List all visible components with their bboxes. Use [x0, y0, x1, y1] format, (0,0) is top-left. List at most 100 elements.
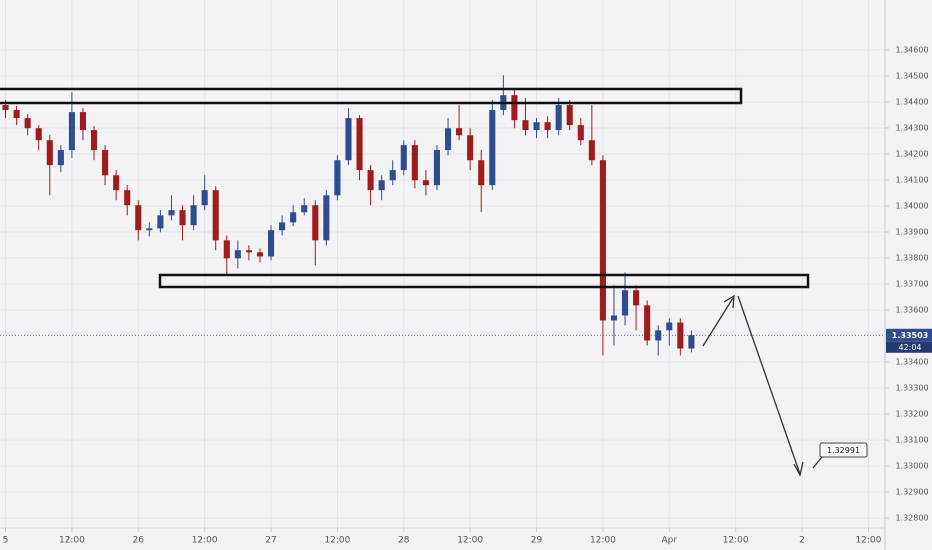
candle-body [688, 335, 695, 349]
y-tick-label: 1.34200 [895, 149, 928, 158]
candle-body [389, 170, 396, 181]
projection-arrows [702, 294, 823, 477]
candle-body [290, 212, 297, 223]
last-price-tag [886, 328, 932, 342]
x-tick-label: 12:00 [59, 536, 85, 546]
candle-body [157, 215, 164, 229]
candle-body [489, 110, 496, 186]
candle-body [621, 290, 629, 316]
candle-body [323, 195, 330, 241]
y-tick-label: 1.33900 [895, 228, 928, 237]
candle-body [533, 122, 540, 131]
candle-body [168, 210, 175, 216]
candle-body [478, 160, 485, 186]
x-tick-label: 29 [531, 536, 543, 546]
y-tick-label: 1.33300 [895, 384, 928, 393]
candle-body [90, 130, 98, 151]
candle-body [666, 322, 673, 331]
candle-body [301, 205, 308, 213]
x-tick-label: 2 [799, 536, 805, 546]
y-tick-label: 1.33400 [895, 358, 928, 367]
y-tick-label: 1.32900 [895, 488, 928, 497]
candle-body [201, 190, 208, 206]
candle-body [212, 190, 219, 241]
candle-body [146, 228, 153, 231]
candle-body [644, 305, 651, 341]
candle-body [190, 205, 197, 226]
candle-body [577, 125, 584, 141]
candle-body [68, 112, 75, 151]
candle-body [655, 330, 662, 341]
candle-body [522, 120, 529, 131]
candle-body [2, 105, 9, 111]
arrow-head [723, 294, 735, 309]
candle-body [179, 210, 186, 226]
x-tick-label: 12:00 [457, 536, 483, 546]
candle-body [544, 122, 551, 131]
candle-body [24, 118, 31, 129]
candle-body [234, 250, 241, 259]
candle-body [79, 112, 87, 131]
candle-body [555, 105, 562, 131]
arrow-up [702, 297, 734, 347]
y-tick-label: 1.33100 [895, 436, 928, 445]
y-tick-label: 1.33000 [895, 462, 928, 471]
candle-body [467, 135, 474, 161]
candle-body [400, 145, 407, 171]
candle-body [57, 150, 64, 166]
candle-body [511, 95, 518, 121]
y-tick-label: 1.34300 [895, 123, 928, 132]
x-tick-label: 5 [3, 536, 9, 546]
x-tick-label: 12:00 [590, 536, 616, 546]
candle-body [356, 118, 363, 171]
candle-body [456, 128, 463, 136]
x-tick-label: 12:00 [192, 536, 218, 546]
candle-body [312, 205, 319, 241]
target-callout [819, 442, 868, 458]
candle-body [334, 160, 341, 196]
candle-body [46, 140, 53, 166]
x-tick-label: 12:00 [723, 536, 749, 546]
y-tick-label: 1.33600 [895, 306, 928, 315]
candle-body [433, 150, 441, 186]
candle-body [345, 118, 352, 161]
y-tick-label: 1.33200 [895, 410, 928, 419]
y-tick-label: 1.34400 [895, 97, 928, 106]
candle-body [610, 315, 618, 321]
candle-body [35, 128, 42, 141]
y-tick-label: 1.34600 [895, 45, 928, 54]
candle-body [113, 175, 120, 191]
x-tick-label: Apr [661, 536, 677, 546]
y-tick-label: 1.33800 [895, 254, 928, 263]
x-tick-label: 12:00 [324, 536, 350, 546]
countdown-label: 42:04 [898, 343, 921, 352]
resistance-zone [0, 87, 743, 105]
x-tick-label: 27 [265, 536, 276, 546]
last-price-label: 1.33503 [892, 331, 928, 340]
arrow-down [737, 295, 801, 475]
candle-body [256, 252, 264, 257]
support-zone [158, 273, 810, 289]
y-tick-label: 1.34100 [895, 175, 928, 184]
candle-body [267, 230, 275, 257]
y-tick-label: 1.33700 [895, 280, 928, 289]
candle-body [566, 105, 573, 126]
countdown-tag [886, 341, 932, 353]
x-tick-label: 28 [398, 536, 410, 546]
y-tick-label: 1.34000 [895, 201, 928, 210]
candle-body [677, 322, 684, 349]
candle-body [367, 170, 374, 191]
candle-body [223, 240, 230, 259]
candle-body [124, 190, 131, 206]
candle-body [102, 150, 109, 176]
candle-body [422, 180, 429, 186]
candle-body [411, 145, 418, 181]
y-tick-label: 1.32800 [895, 514, 928, 523]
candle-body [599, 160, 606, 321]
axes: 1.34600 1.34500 1.34400 1.34300 1.34200 1.341… [0, 45, 932, 546]
candles [2, 75, 695, 356]
candle-body [135, 205, 142, 231]
arrow-head [793, 461, 804, 477]
